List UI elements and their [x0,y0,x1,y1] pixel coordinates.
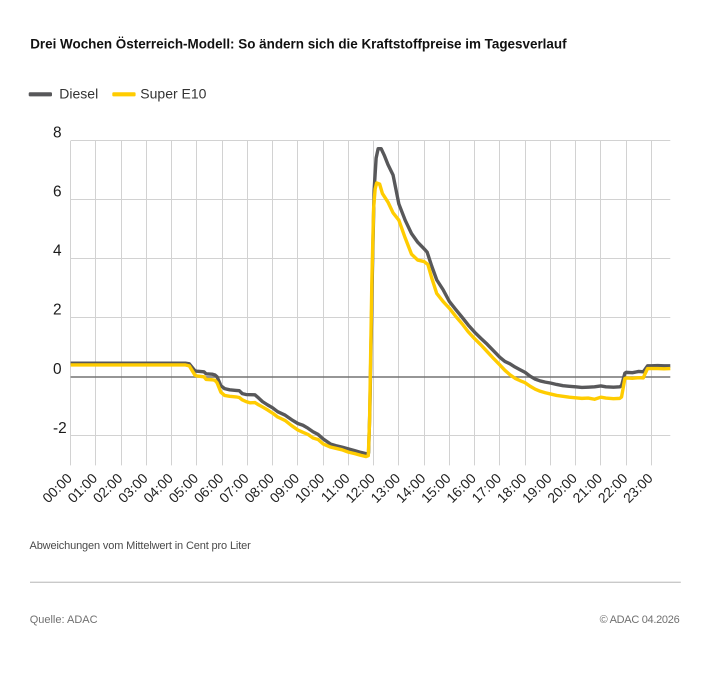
svg-text:© ADAC 04.2026: © ADAC 04.2026 [600,614,680,626]
svg-text:8: 8 [53,124,62,141]
svg-text:4: 4 [53,243,62,260]
svg-text:2: 2 [53,302,62,319]
svg-text:0: 0 [53,361,62,378]
svg-text:Diesel: Diesel [59,86,98,102]
svg-text:-2: -2 [53,420,67,437]
svg-text:Abweichungen vom Mittelwert in: Abweichungen vom Mittelwert in Cent pro … [30,540,252,552]
svg-text:6: 6 [53,184,62,201]
svg-text:Quelle: ADAC: Quelle: ADAC [30,614,98,626]
svg-text:Drei Wochen Österreich-Modell:: Drei Wochen Österreich-Modell: So ändern… [30,36,567,51]
svg-text:Super E10: Super E10 [140,86,206,102]
